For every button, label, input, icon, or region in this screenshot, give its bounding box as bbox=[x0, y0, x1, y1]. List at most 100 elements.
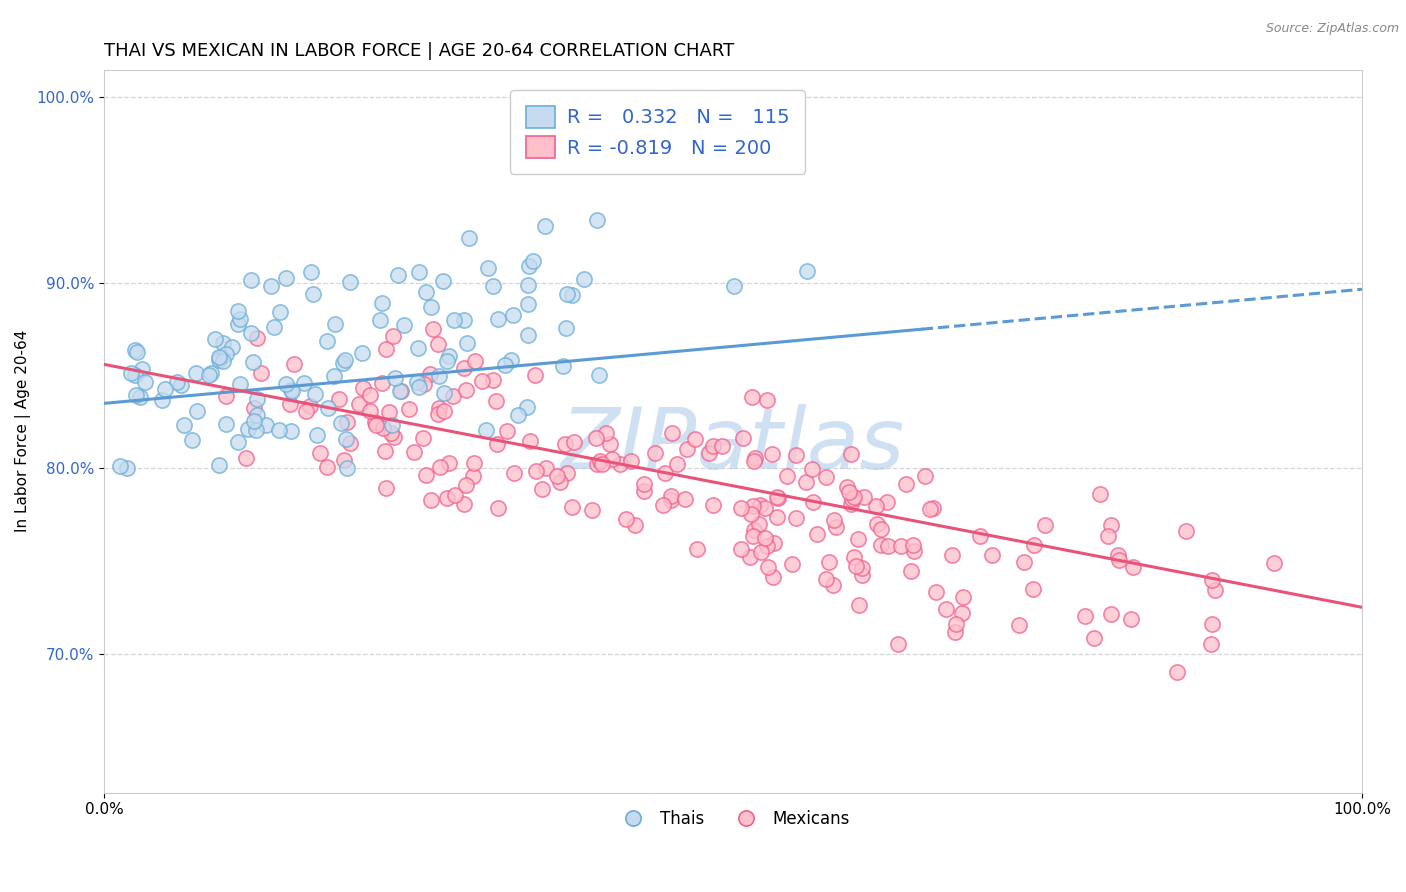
Point bbox=[323, 369, 346, 384]
Point bbox=[250, 366, 273, 380]
Point bbox=[922, 500, 945, 515]
Point bbox=[329, 416, 352, 430]
Point bbox=[785, 448, 807, 462]
Point bbox=[839, 447, 862, 461]
Point bbox=[591, 458, 613, 472]
Point bbox=[387, 268, 409, 282]
Point bbox=[316, 459, 339, 474]
Point bbox=[524, 464, 547, 478]
Point bbox=[481, 373, 503, 387]
Point bbox=[242, 355, 264, 369]
Point bbox=[186, 404, 208, 418]
Point bbox=[815, 572, 838, 586]
Point bbox=[1119, 612, 1142, 626]
Point bbox=[381, 328, 404, 343]
Point bbox=[1097, 529, 1119, 543]
Point bbox=[848, 599, 870, 613]
Point bbox=[581, 503, 603, 517]
Point bbox=[554, 321, 576, 335]
Point bbox=[503, 466, 526, 480]
Point bbox=[292, 376, 315, 390]
Point bbox=[534, 219, 557, 233]
Point bbox=[433, 404, 456, 418]
Point bbox=[263, 320, 285, 334]
Point bbox=[925, 584, 948, 599]
Point bbox=[644, 446, 666, 460]
Point bbox=[359, 388, 381, 402]
Point bbox=[427, 401, 450, 415]
Point bbox=[429, 459, 451, 474]
Point bbox=[374, 444, 396, 458]
Point bbox=[200, 366, 222, 380]
Point bbox=[420, 492, 443, 507]
Point bbox=[766, 510, 789, 524]
Point bbox=[574, 272, 596, 286]
Point bbox=[456, 335, 478, 350]
Point bbox=[1074, 609, 1097, 624]
Point bbox=[766, 490, 789, 504]
Point bbox=[124, 368, 146, 382]
Point bbox=[666, 457, 689, 471]
Point bbox=[945, 616, 967, 631]
Point bbox=[519, 434, 541, 448]
Point bbox=[352, 381, 374, 395]
Point bbox=[412, 431, 434, 445]
Point bbox=[209, 351, 232, 365]
Point bbox=[561, 500, 583, 514]
Point bbox=[870, 538, 893, 552]
Point bbox=[599, 436, 621, 450]
Point bbox=[835, 480, 858, 494]
Point bbox=[482, 278, 505, 293]
Point bbox=[633, 483, 655, 498]
Point bbox=[903, 537, 925, 551]
Point bbox=[742, 454, 765, 468]
Point bbox=[124, 343, 146, 357]
Point bbox=[780, 557, 803, 571]
Point bbox=[120, 367, 142, 381]
Point bbox=[408, 265, 430, 279]
Point bbox=[952, 590, 974, 604]
Point bbox=[1014, 555, 1036, 569]
Point bbox=[339, 275, 361, 289]
Point bbox=[131, 362, 153, 376]
Point bbox=[1083, 632, 1105, 646]
Point bbox=[659, 493, 682, 508]
Point bbox=[226, 303, 249, 318]
Point bbox=[943, 624, 966, 639]
Point bbox=[325, 317, 347, 331]
Point bbox=[896, 477, 918, 491]
Point bbox=[226, 434, 249, 449]
Point bbox=[740, 507, 762, 521]
Point bbox=[730, 542, 752, 557]
Point bbox=[336, 415, 359, 429]
Point bbox=[730, 500, 752, 515]
Point bbox=[427, 368, 450, 383]
Point bbox=[589, 454, 612, 468]
Point bbox=[350, 346, 373, 360]
Point bbox=[756, 560, 779, 574]
Point bbox=[683, 433, 706, 447]
Point bbox=[335, 353, 357, 368]
Point bbox=[517, 327, 540, 342]
Point bbox=[336, 461, 359, 475]
Point bbox=[299, 265, 322, 279]
Point bbox=[969, 529, 991, 543]
Point bbox=[389, 384, 412, 398]
Point bbox=[215, 417, 238, 432]
Legend: Thais, Mexicans: Thais, Mexicans bbox=[610, 804, 856, 835]
Point bbox=[517, 277, 540, 292]
Point bbox=[766, 491, 789, 506]
Point bbox=[839, 497, 862, 511]
Point bbox=[516, 400, 538, 414]
Point bbox=[458, 231, 481, 245]
Point bbox=[236, 422, 259, 436]
Point bbox=[749, 545, 772, 559]
Point bbox=[246, 392, 269, 407]
Point bbox=[1022, 582, 1045, 596]
Point bbox=[398, 401, 420, 416]
Point bbox=[851, 560, 873, 574]
Point bbox=[419, 368, 441, 382]
Point bbox=[283, 357, 305, 371]
Point bbox=[408, 341, 430, 355]
Point bbox=[817, 555, 839, 569]
